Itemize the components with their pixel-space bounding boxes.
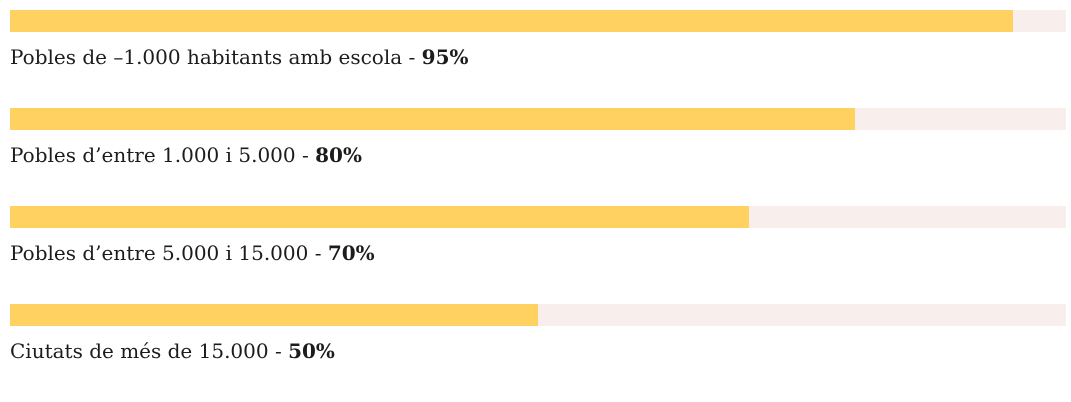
bar-row: Pobles d’entre 1.000 i 5.000 - 80% xyxy=(10,108,1066,206)
bar-track xyxy=(10,304,1066,326)
bar-label: Pobles de –1.000 habitants amb escola - … xyxy=(10,45,469,69)
category-label: Pobles d’entre 1.000 i 5.000 xyxy=(10,143,296,167)
value-label: 80% xyxy=(315,143,362,167)
bar-row: Ciutats de més de 15.000 - 50% xyxy=(10,304,1066,402)
bar-label: Ciutats de més de 15.000 - 50% xyxy=(10,339,335,363)
bar-track xyxy=(10,108,1066,130)
value-label: 50% xyxy=(288,339,335,363)
bar-row: Pobles de –1.000 habitants amb escola - … xyxy=(10,10,1066,108)
bar-fill xyxy=(10,10,1014,32)
value-label: 95% xyxy=(421,45,469,69)
bar-track xyxy=(10,206,1066,228)
bar-fill xyxy=(10,108,855,130)
progress-bar-chart: Pobles de –1.000 habitants amb escola - … xyxy=(10,10,1066,402)
bar-fill xyxy=(10,304,538,326)
bar-label: Pobles d’entre 1.000 i 5.000 - 80% xyxy=(10,143,362,167)
bar-track xyxy=(10,10,1066,32)
category-label: Ciutats de més de 15.000 xyxy=(10,339,269,363)
bar-label: Pobles d’entre 5.000 i 15.000 - 70% xyxy=(10,241,375,265)
bar-fill xyxy=(10,206,750,228)
bar-row: Pobles d’entre 5.000 i 15.000 - 70% xyxy=(10,206,1066,304)
category-label: Pobles d’entre 5.000 i 15.000 xyxy=(10,241,309,265)
category-label: Pobles de –1.000 habitants amb escola xyxy=(10,45,403,69)
value-label: 70% xyxy=(327,241,375,265)
